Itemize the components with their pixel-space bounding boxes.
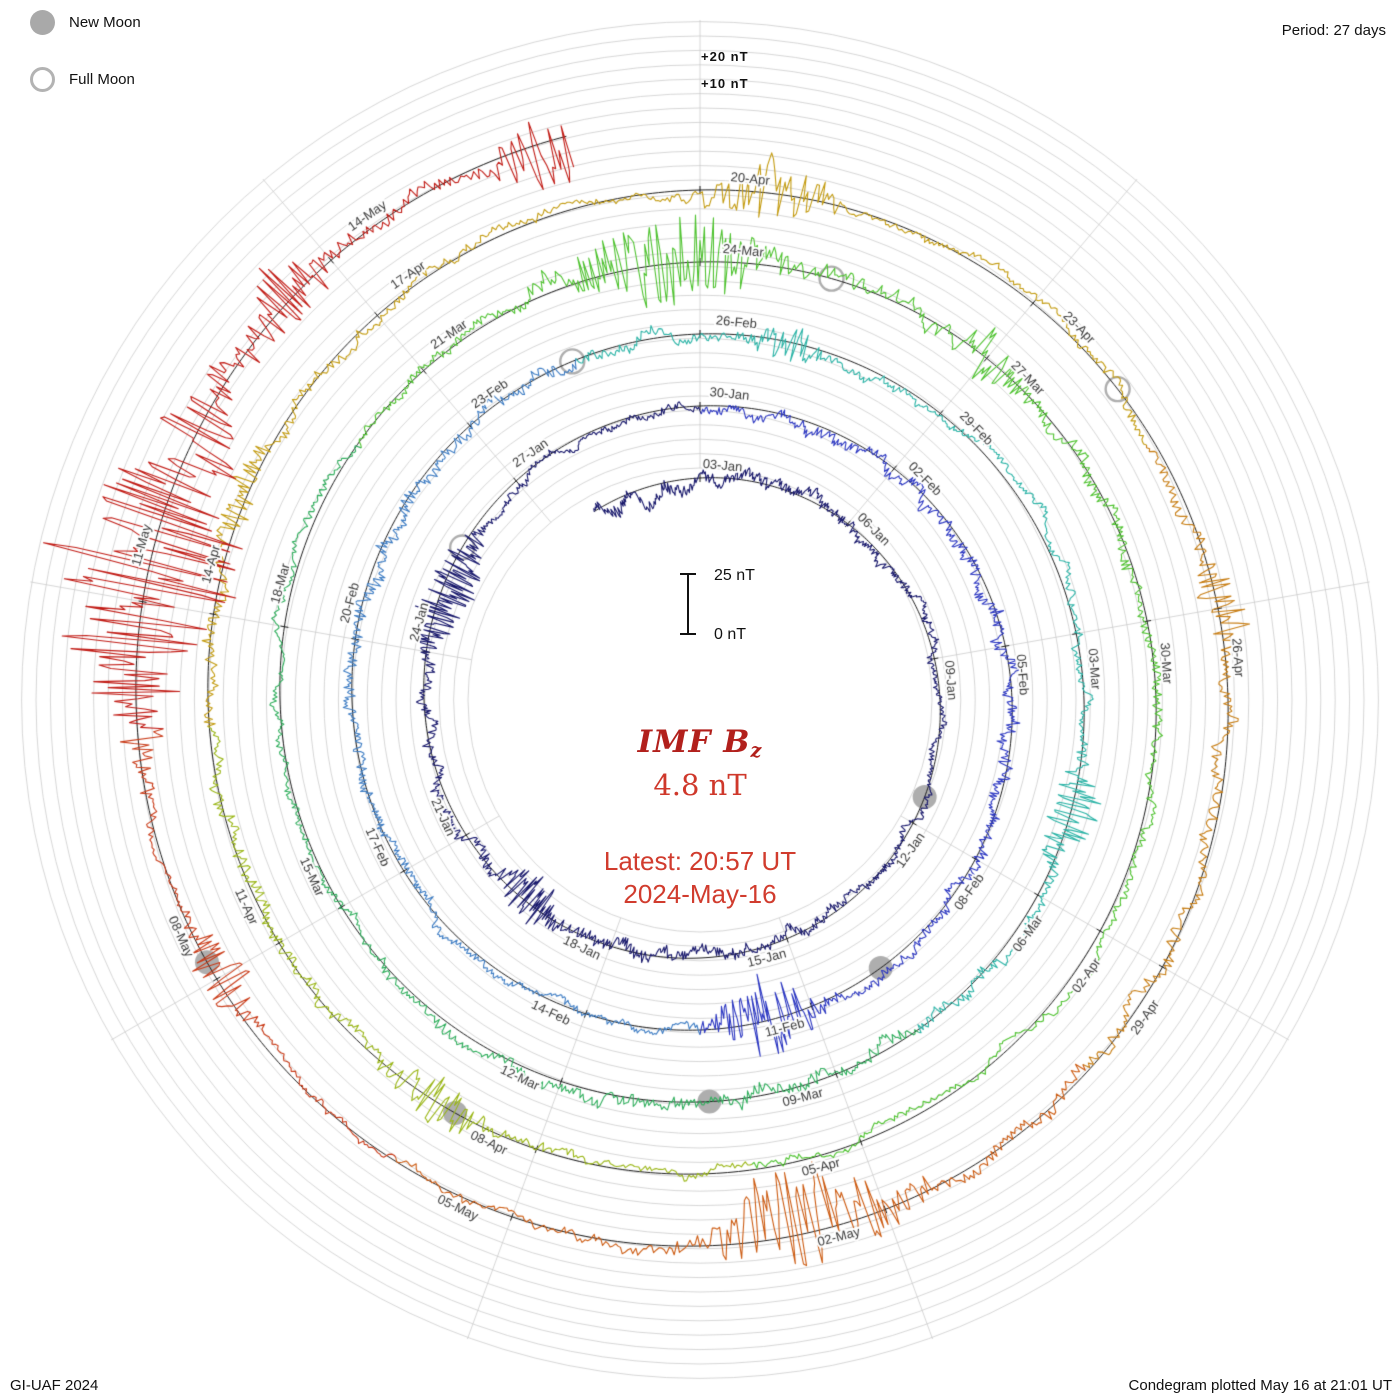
period-label: Period: 27 days (1281, 22, 1386, 39)
chart-title: IMF Bz (0, 724, 1400, 762)
moon-legend: New Moon Full Moon (30, 8, 141, 122)
chart-title-subscript: z (750, 738, 763, 762)
credit-label: GI-UAF 2024 (10, 1377, 99, 1394)
legend-full-moon-row: Full Moon (30, 65, 141, 93)
amplitude-scale-bar (680, 573, 696, 635)
current-value: 4.8 nT (653, 767, 747, 802)
full-moon-label: Full Moon (69, 70, 135, 88)
latest-time-label: Latest: 20:57 UT (603, 845, 797, 876)
plotted-timestamp-label: Condegram plotted May 16 at 21:01 UT (1128, 1377, 1392, 1394)
scale-bar-25nt-label: 25 nT (714, 567, 755, 584)
scale-plus10-label: +10 nT (701, 76, 749, 91)
chart-title-main: IMF B (637, 724, 751, 760)
legend-new-moon-row: New Moon (30, 8, 141, 36)
scale-plus20-label: +20 nT (701, 49, 749, 64)
full-moon-icon (30, 66, 55, 92)
scale-bar-0nt-label: 0 nT (714, 626, 747, 643)
latest-date-label: 2024-May-16 (623, 878, 777, 909)
new-moon-icon (30, 9, 55, 35)
center-readout: IMF Bz 4.8 nT Latest: 20:57 UT 2024-May-… (0, 724, 1400, 910)
new-moon-label: New Moon (69, 13, 141, 31)
